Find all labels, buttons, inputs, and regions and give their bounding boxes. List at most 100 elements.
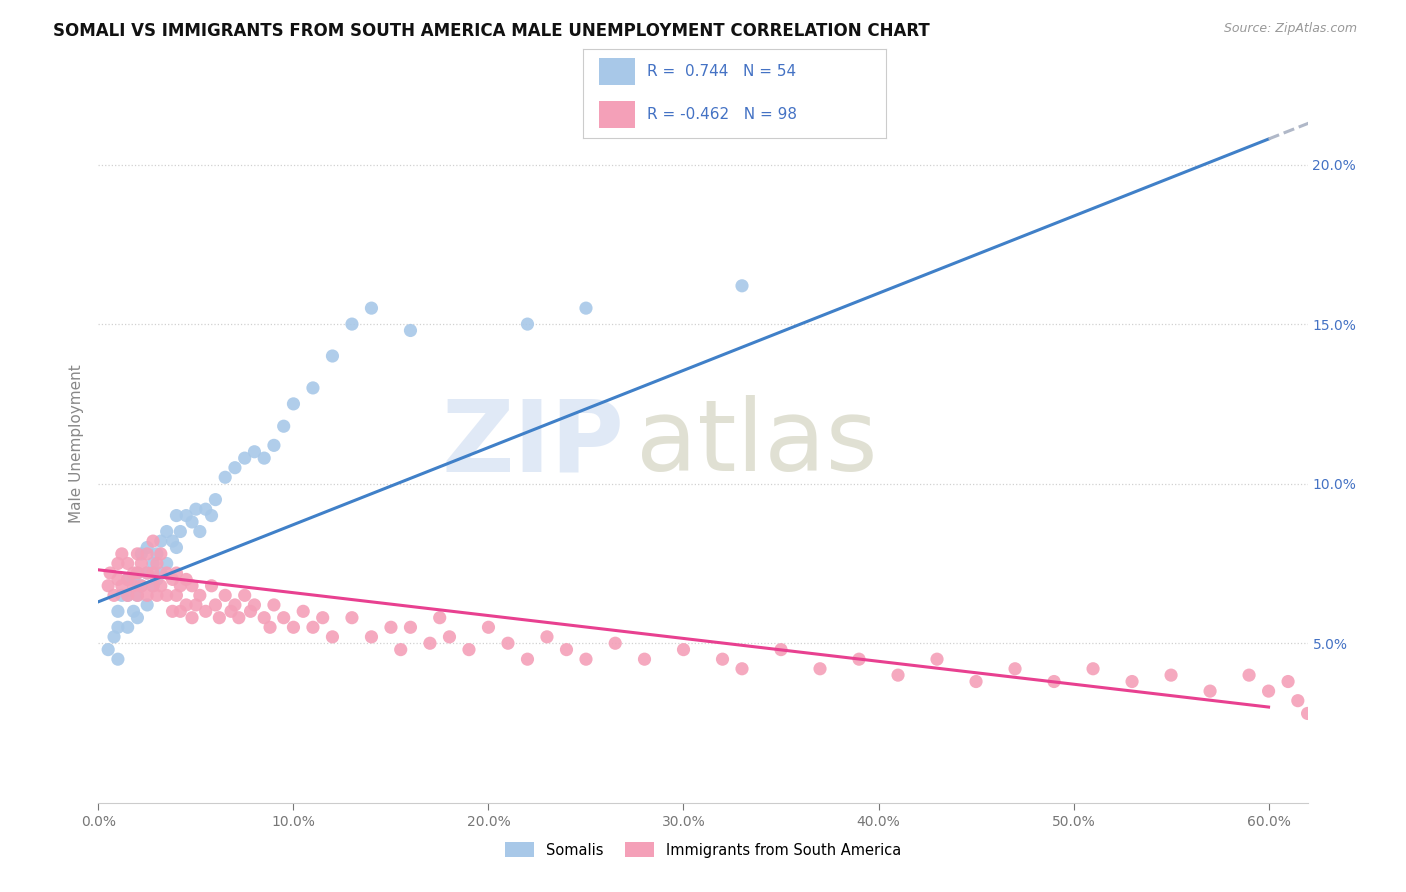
Point: [98, 566, 121, 580]
Point: [516, 652, 538, 666]
Text: SOMALI VS IMMIGRANTS FROM SOUTH AMERICA MALE UNEMPLOYMENT CORRELATION CHART: SOMALI VS IMMIGRANTS FROM SOUTH AMERICA …: [53, 22, 931, 40]
Point: [107, 573, 129, 587]
Point: [146, 588, 169, 602]
Point: [136, 566, 159, 580]
Point: [340, 317, 363, 331]
Point: [136, 547, 159, 561]
Point: [97, 579, 120, 593]
Point: [633, 652, 655, 666]
Point: [146, 573, 169, 587]
Point: [122, 566, 145, 580]
Point: [117, 573, 139, 587]
Point: [194, 502, 217, 516]
Point: [1004, 662, 1026, 676]
Point: [165, 541, 187, 555]
Point: [169, 524, 191, 539]
Point: [496, 636, 519, 650]
Bar: [599, 58, 636, 85]
Point: [312, 610, 335, 624]
Point: [165, 588, 187, 602]
Point: [204, 492, 226, 507]
Point: [107, 620, 129, 634]
Point: [233, 588, 256, 602]
Point: [122, 579, 145, 593]
Point: [965, 674, 987, 689]
Point: [672, 642, 695, 657]
Point: [273, 610, 295, 624]
Point: [302, 381, 325, 395]
Point: [127, 566, 149, 580]
Point: [204, 598, 226, 612]
Point: [103, 630, 125, 644]
Point: [731, 662, 754, 676]
Point: [1286, 694, 1309, 708]
Point: [136, 588, 159, 602]
Point: [458, 642, 481, 657]
Point: [103, 588, 125, 602]
Point: [122, 604, 145, 618]
Point: [181, 515, 204, 529]
Point: [1043, 674, 1066, 689]
Point: [1160, 668, 1182, 682]
Point: [253, 610, 276, 624]
Point: [117, 620, 139, 634]
Point: [174, 508, 197, 523]
Point: [228, 610, 250, 624]
Text: atlas: atlas: [637, 395, 879, 492]
Point: [162, 604, 184, 618]
Point: [127, 566, 149, 580]
Point: [127, 588, 149, 602]
Point: [117, 588, 139, 602]
Point: [536, 630, 558, 644]
Point: [149, 579, 172, 593]
Point: [477, 620, 499, 634]
Point: [174, 598, 197, 612]
Point: [399, 323, 422, 337]
Point: [516, 317, 538, 331]
Point: [184, 502, 207, 516]
Point: [233, 451, 256, 466]
Point: [243, 598, 266, 612]
Point: [259, 620, 281, 634]
Point: [162, 573, 184, 587]
Point: [111, 579, 134, 593]
Point: [169, 604, 191, 618]
Point: [711, 652, 734, 666]
Point: [111, 547, 134, 561]
Point: [165, 566, 187, 580]
Point: [127, 547, 149, 561]
Point: [731, 278, 754, 293]
Point: [239, 604, 262, 618]
Point: [127, 588, 149, 602]
Point: [156, 588, 179, 602]
Point: [399, 620, 422, 634]
Point: [149, 547, 172, 561]
Point: [131, 579, 153, 593]
Point: [97, 642, 120, 657]
Point: [149, 534, 172, 549]
Point: [136, 541, 159, 555]
Point: [156, 557, 179, 571]
Point: [575, 652, 598, 666]
Point: [117, 557, 139, 571]
Point: [808, 662, 831, 676]
Point: [156, 524, 179, 539]
Point: [142, 566, 165, 580]
Point: [131, 557, 153, 571]
Point: [188, 524, 211, 539]
Point: [575, 301, 598, 315]
Point: [848, 652, 870, 666]
Legend: Somalis, Immigrants from South America: Somalis, Immigrants from South America: [499, 837, 907, 863]
Text: Source: ZipAtlas.com: Source: ZipAtlas.com: [1223, 22, 1357, 36]
Point: [156, 566, 179, 580]
Point: [117, 573, 139, 587]
Point: [419, 636, 441, 650]
Point: [142, 557, 165, 571]
Point: [360, 630, 382, 644]
Point: [165, 508, 187, 523]
Point: [142, 534, 165, 549]
Point: [181, 610, 204, 624]
Point: [769, 642, 792, 657]
Point: [142, 579, 165, 593]
Point: [605, 636, 627, 650]
